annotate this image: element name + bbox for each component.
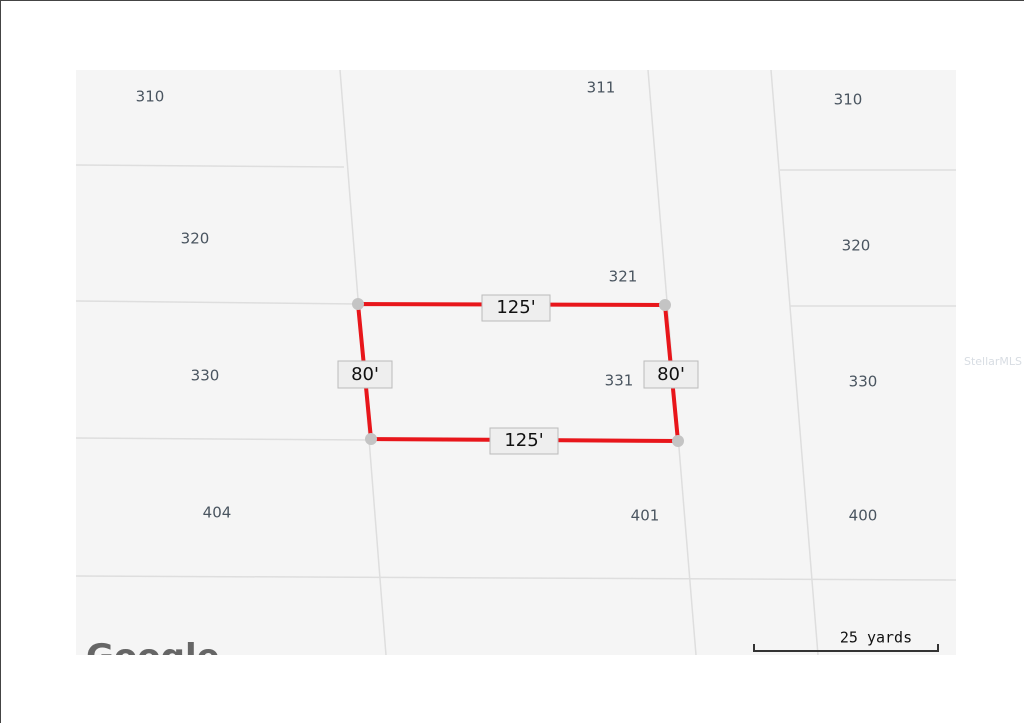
- parcel-number: 404: [203, 504, 232, 522]
- parcel-number: 321: [609, 268, 638, 286]
- parcel-number: 401: [631, 507, 660, 525]
- map-background: [76, 70, 956, 655]
- parcel-number: 310: [834, 91, 863, 109]
- dimension-label: 80': [337, 360, 393, 389]
- parcel-number: 330: [849, 373, 878, 391]
- dimension-text: 125': [496, 297, 535, 318]
- parcel-number: 331: [605, 372, 634, 390]
- parcel-number: 320: [842, 237, 871, 255]
- parcel-number: 310: [136, 88, 165, 106]
- dimension-text: 80': [657, 364, 685, 385]
- dimension-label: 80': [643, 360, 699, 389]
- attribution: Google: [86, 637, 220, 677]
- dimension-label: 125': [489, 427, 559, 455]
- parcel-number: 400: [849, 507, 878, 525]
- scale-bar: 25 yards: [753, 629, 939, 652]
- parcel-number: 311: [587, 79, 616, 97]
- watermark: StellarMLS: [964, 355, 1022, 368]
- scale-label: 25 yards: [840, 629, 912, 647]
- dimension-text: 80': [351, 364, 379, 385]
- lot-corners: [352, 298, 684, 447]
- dimension-text: 125': [504, 430, 543, 451]
- map: 310 311 310 320 321 320 330 331 330 404 …: [76, 70, 956, 677]
- parcel-number: 320: [181, 230, 210, 248]
- dimension-label: 125': [481, 294, 551, 322]
- parcel-number: 330: [191, 367, 220, 385]
